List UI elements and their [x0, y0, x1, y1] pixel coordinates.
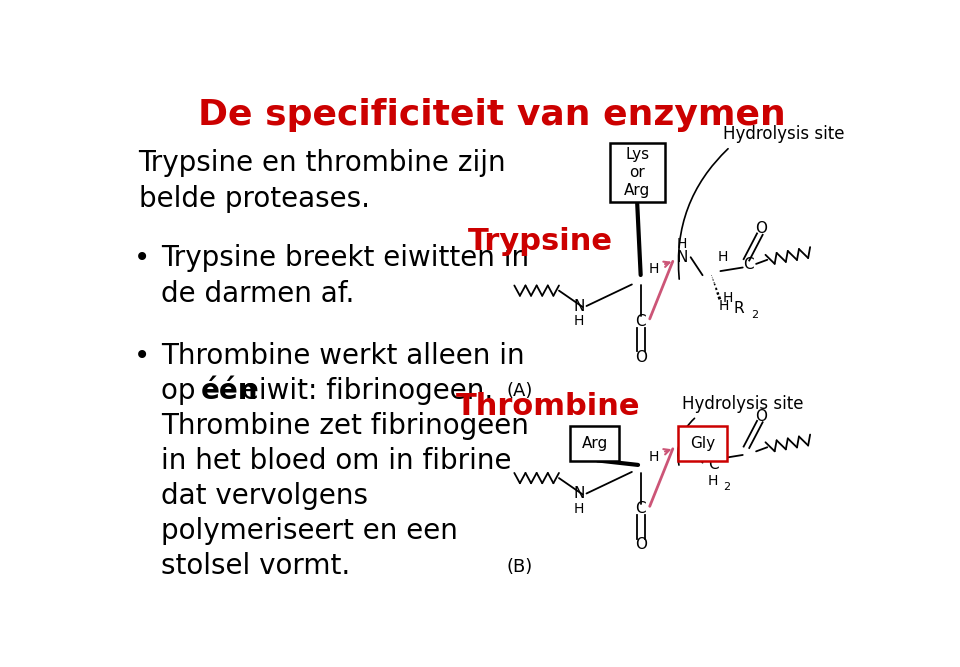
Text: N: N — [676, 249, 687, 265]
Text: stolsel vormt.: stolsel vormt. — [161, 552, 350, 580]
Text: H: H — [677, 237, 687, 251]
Text: in het bloed om in fibrine: in het bloed om in fibrine — [161, 447, 512, 475]
Text: C: C — [708, 457, 718, 472]
Text: C: C — [636, 502, 646, 516]
Text: H: H — [717, 250, 728, 264]
Text: dat vervolgens: dat vervolgens — [161, 482, 368, 510]
Text: Hydrolysis site: Hydrolysis site — [682, 395, 804, 413]
Text: N: N — [676, 437, 687, 452]
Text: Lys
or
Arg: Lys or Arg — [624, 147, 650, 198]
Text: Arg: Arg — [582, 436, 608, 451]
Text: C: C — [636, 314, 646, 329]
Text: N: N — [573, 486, 585, 501]
FancyBboxPatch shape — [678, 426, 727, 461]
Text: •: • — [133, 244, 150, 272]
Text: (A): (A) — [507, 382, 533, 400]
Text: Trypsine: Trypsine — [468, 227, 612, 256]
Text: O: O — [756, 221, 767, 237]
Text: 2: 2 — [724, 482, 731, 492]
Text: H: H — [677, 425, 687, 439]
Text: (B): (B) — [507, 558, 533, 576]
Text: Trypsine en thrombine zijn
belde proteases.: Trypsine en thrombine zijn belde proteas… — [138, 149, 506, 213]
Text: H: H — [649, 450, 660, 464]
Text: Thrombine werkt alleen in: Thrombine werkt alleen in — [161, 342, 524, 370]
Text: N: N — [573, 299, 585, 313]
Text: eiwit: fibrinogeen.: eiwit: fibrinogeen. — [233, 377, 493, 405]
Text: C: C — [743, 257, 754, 272]
Text: H: H — [649, 262, 660, 276]
Text: Thrombine: Thrombine — [456, 392, 640, 421]
Text: R: R — [733, 301, 744, 316]
FancyBboxPatch shape — [570, 426, 619, 461]
Text: Hydrolysis site: Hydrolysis site — [723, 125, 844, 143]
Text: polymeriseert en een: polymeriseert en een — [161, 517, 458, 544]
Text: De specificiteit van enzymen: De specificiteit van enzymen — [198, 98, 786, 132]
Text: Thrombine zet fibrinogeen: Thrombine zet fibrinogeen — [161, 412, 529, 440]
Text: H: H — [574, 502, 585, 516]
Text: H: H — [574, 314, 585, 328]
Text: •: • — [133, 342, 150, 370]
Text: O: O — [635, 538, 647, 552]
Text: O: O — [635, 350, 647, 365]
Text: H: H — [723, 291, 733, 305]
Text: Trypsine breekt eiwitten in
de darmen af.: Trypsine breekt eiwitten in de darmen af… — [161, 244, 529, 308]
Text: op: op — [161, 377, 204, 405]
FancyBboxPatch shape — [610, 143, 664, 201]
Text: één: één — [201, 377, 258, 405]
Text: 2: 2 — [751, 309, 758, 319]
Text: H: H — [708, 474, 718, 488]
Text: Gly: Gly — [690, 436, 715, 451]
Text: H: H — [718, 299, 729, 313]
Text: O: O — [756, 409, 767, 424]
